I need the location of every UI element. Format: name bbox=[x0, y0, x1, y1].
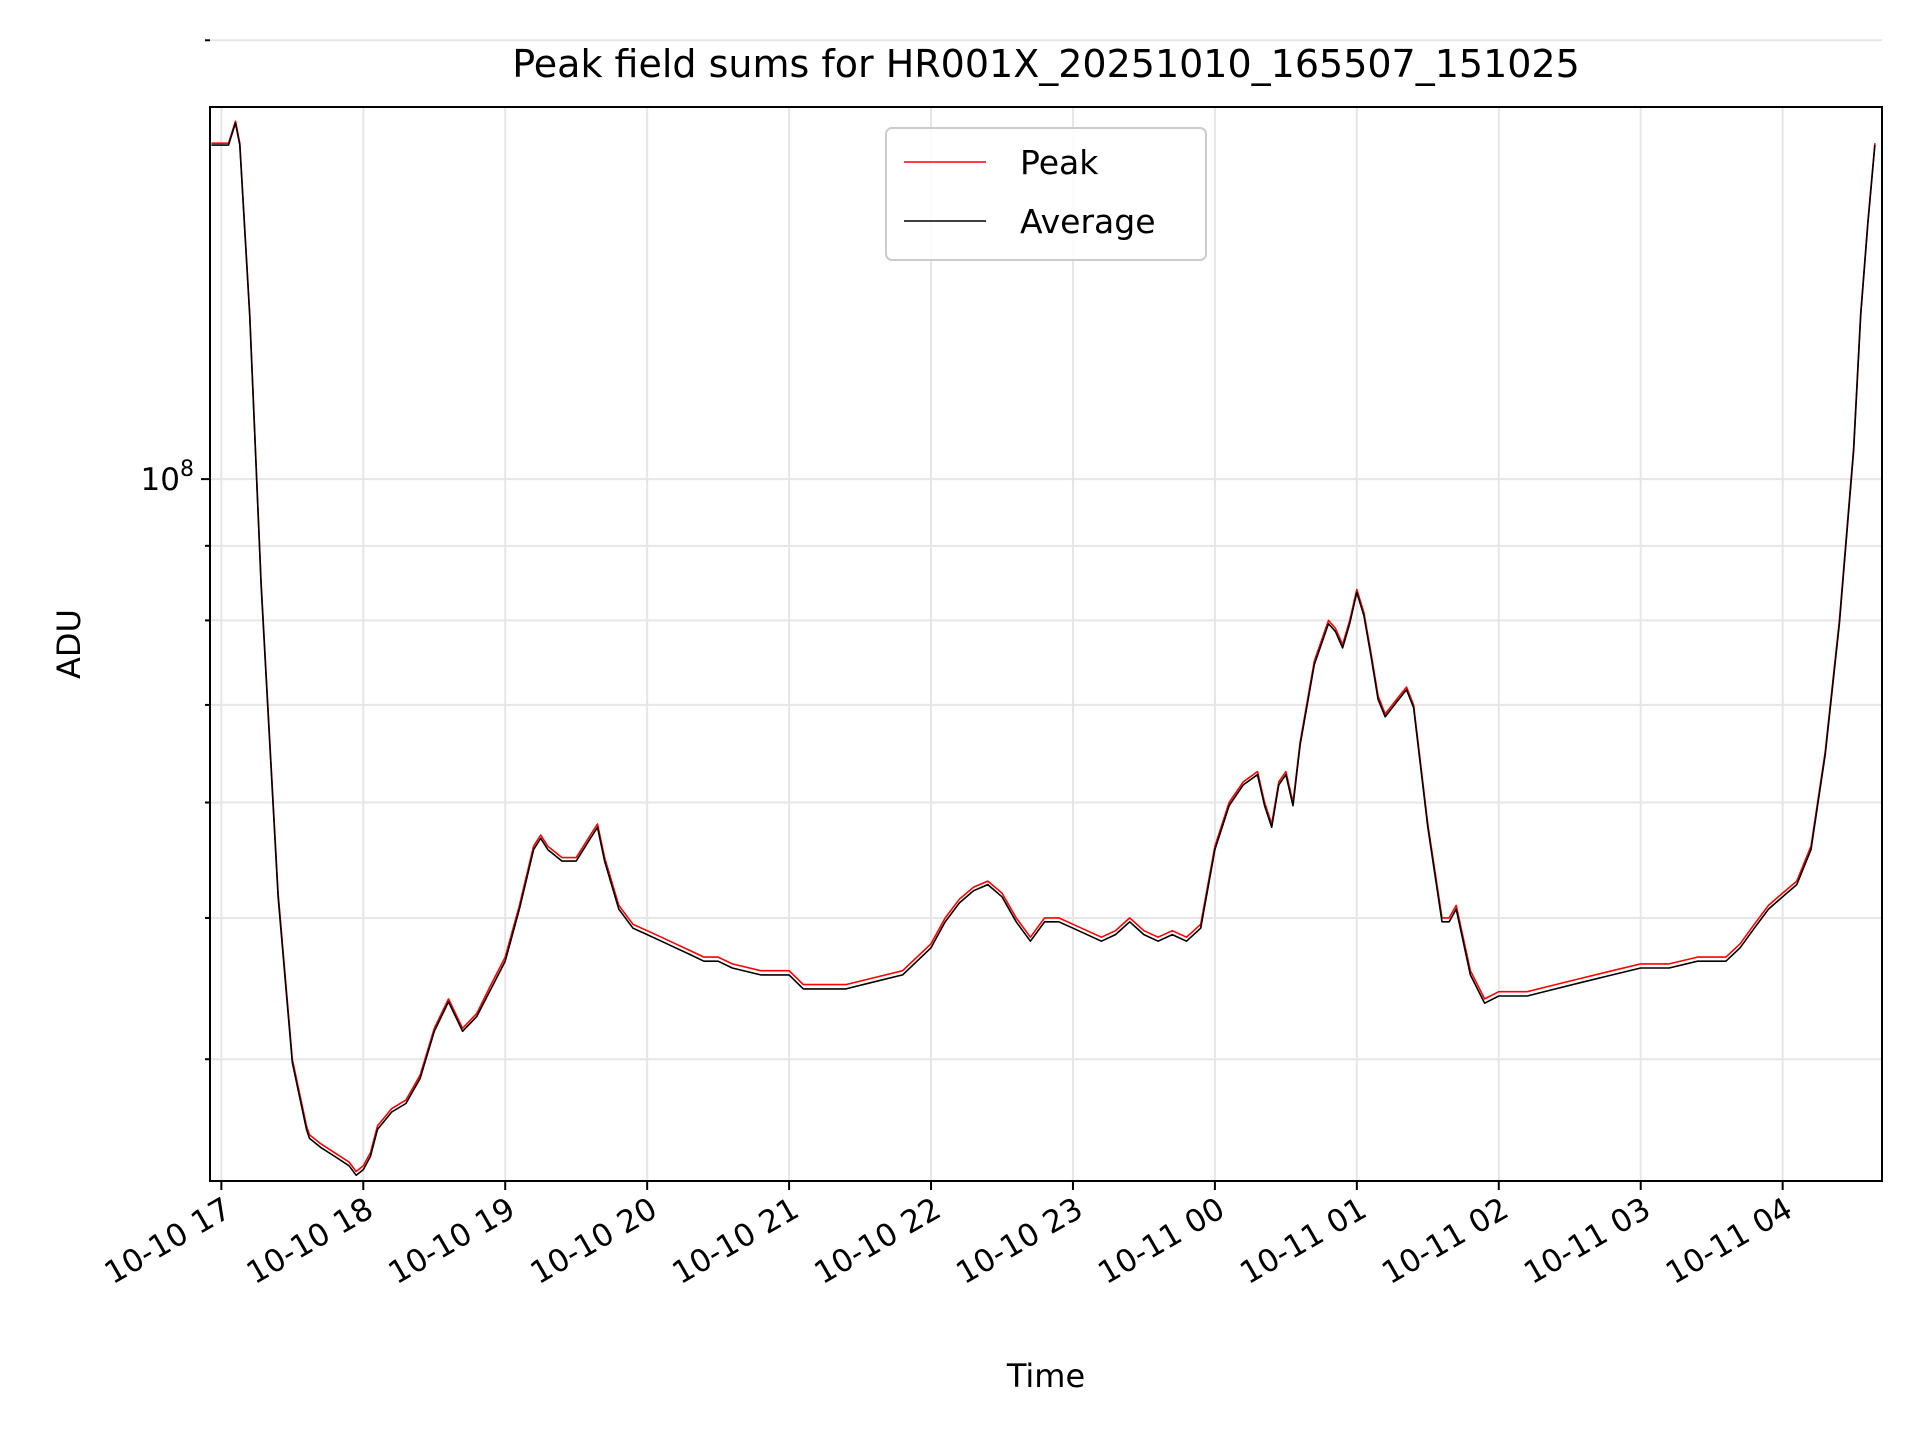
y-tick-label-exponent: 8 bbox=[180, 457, 194, 482]
legend: Peak Average bbox=[885, 127, 1207, 261]
y-tick-label-base: 10 bbox=[141, 462, 180, 498]
legend-label-peak: Peak bbox=[1020, 143, 1099, 182]
x-axis-label: Time bbox=[1006, 1357, 1085, 1395]
series-layer bbox=[211, 120, 1876, 1177]
legend-label-average: Average bbox=[1020, 202, 1156, 241]
series-line-average bbox=[211, 122, 1876, 1177]
plot-frame bbox=[209, 106, 1883, 1182]
series-line-peak bbox=[211, 120, 1876, 1173]
y-axis-label: ADU bbox=[50, 609, 88, 679]
grid-layer bbox=[210, 39, 1882, 1181]
legend-box bbox=[885, 127, 1207, 261]
chart-title: Peak field sums for HR001X_20251010_1655… bbox=[512, 42, 1580, 86]
y-tick-label: 108 bbox=[141, 457, 194, 498]
